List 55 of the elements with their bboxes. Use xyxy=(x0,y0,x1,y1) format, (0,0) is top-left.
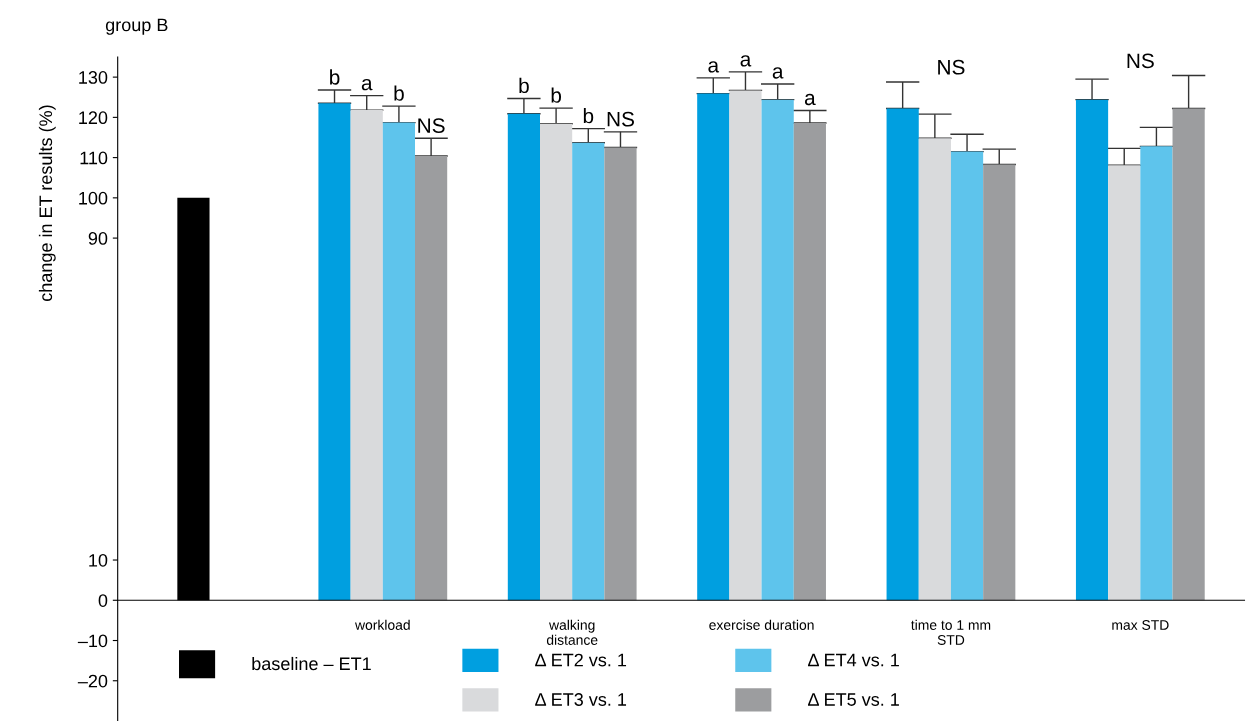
bar xyxy=(507,113,540,601)
x-tick-label: workload xyxy=(355,619,410,630)
bar xyxy=(604,147,637,601)
y-tick-label: 110 xyxy=(80,151,108,165)
legend-label: Δ ET3 vs. 1 xyxy=(535,693,627,706)
annotation: a xyxy=(708,61,720,73)
legend-label: Δ ET4 vs. 1 xyxy=(808,653,899,667)
annotation: a xyxy=(361,78,373,91)
y-tick-label: 120 xyxy=(79,111,108,125)
bar xyxy=(1172,108,1205,601)
x-tick-label: time to 1 mm STD xyxy=(911,619,991,645)
annotation: b xyxy=(551,87,562,103)
x-tick-label: walking distance xyxy=(546,619,598,645)
bar xyxy=(793,123,826,601)
annotation: b xyxy=(394,85,404,101)
annotation: b xyxy=(519,77,529,94)
bar xyxy=(918,138,951,601)
x-tick-label: exercise duration xyxy=(709,619,814,630)
annotation: NS xyxy=(418,118,445,133)
bar xyxy=(729,90,762,601)
legend-label: baseline – ET1 xyxy=(252,656,371,671)
chart-title: group B xyxy=(105,18,168,35)
bar xyxy=(382,122,416,601)
y-axis-title: change in ET results (%) xyxy=(38,105,56,301)
annotation: NS xyxy=(938,59,965,75)
bar xyxy=(983,164,1016,601)
x-tick-label: max STD xyxy=(1112,620,1169,630)
legend-label: Δ ET2 vs. 1 xyxy=(535,653,627,667)
annotation: NS xyxy=(607,111,634,127)
y-tick-label: –20 xyxy=(77,674,108,688)
annotation: a xyxy=(804,93,816,106)
annotation: b xyxy=(583,108,594,124)
bar xyxy=(572,142,605,601)
bar xyxy=(1140,146,1173,601)
y-tick-label: 0 xyxy=(98,594,108,607)
y-tick-label: 10 xyxy=(89,553,108,567)
bar xyxy=(886,108,919,601)
annotation: b xyxy=(330,69,340,85)
bar xyxy=(761,99,794,601)
y-tick-label: –10 xyxy=(77,634,108,648)
bar xyxy=(415,156,448,601)
bar xyxy=(540,123,573,601)
annotation: a xyxy=(772,67,784,79)
y-tick-label: 90 xyxy=(88,232,108,245)
bar xyxy=(1108,165,1141,601)
bar xyxy=(350,110,383,601)
bar xyxy=(1075,99,1109,601)
bar xyxy=(950,151,984,601)
annotation: a xyxy=(740,55,752,67)
bar xyxy=(318,103,351,601)
y-tick-label: 100 xyxy=(79,191,108,205)
y-tick-label: 130 xyxy=(79,71,108,84)
bar xyxy=(697,93,730,601)
legend-label: Δ ET5 vs. 1 xyxy=(808,693,899,706)
annotation: NS xyxy=(1127,53,1154,69)
